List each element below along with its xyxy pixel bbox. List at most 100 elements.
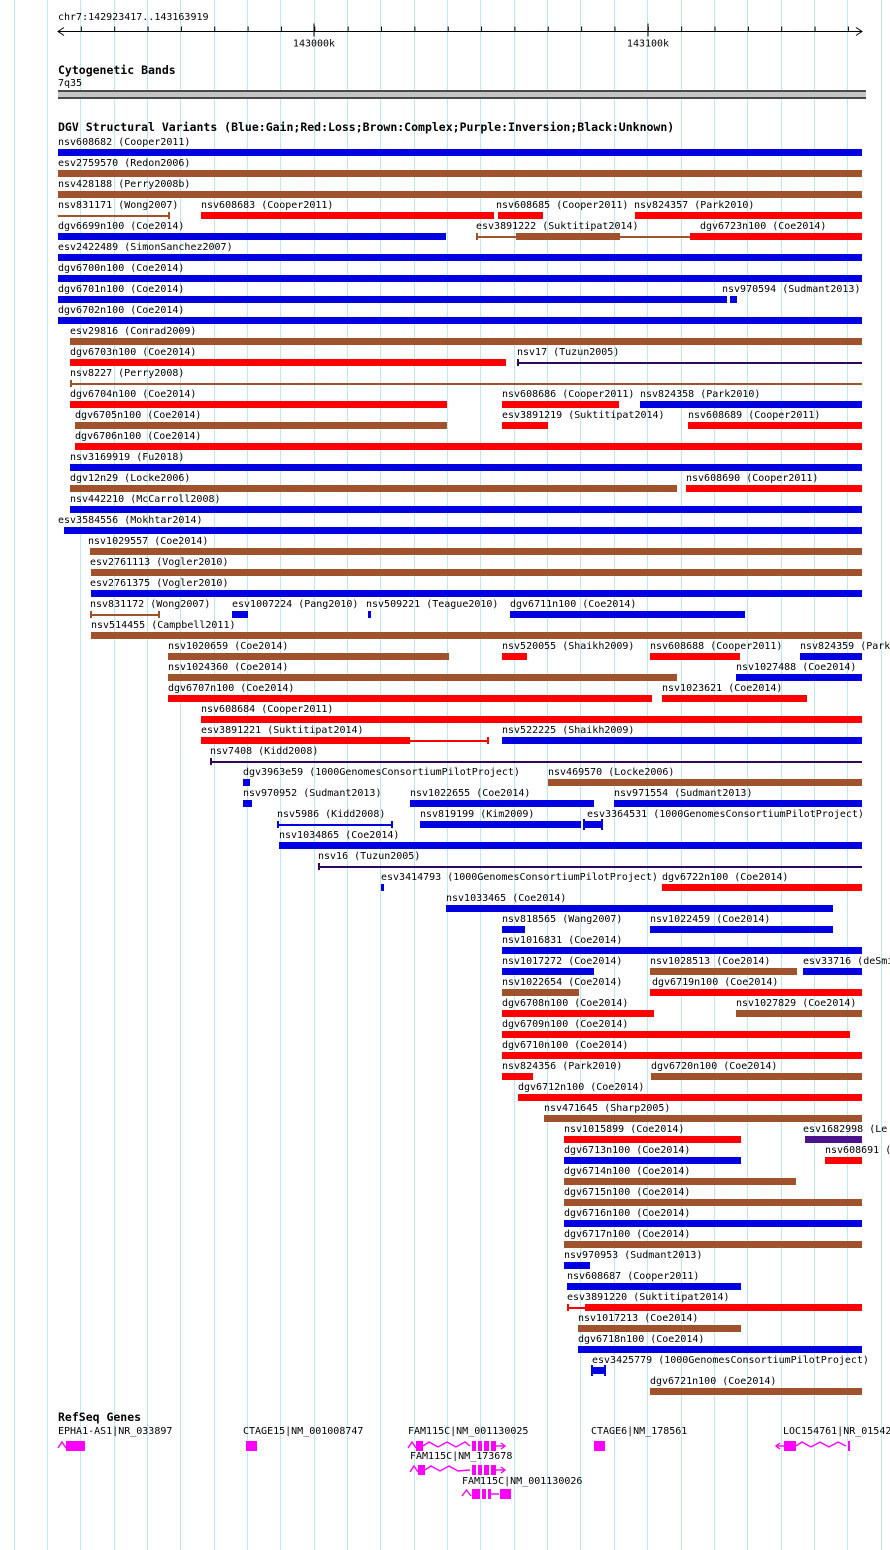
gene-label[interactable]: FAM115C|NM_001130025 xyxy=(408,1426,529,1437)
gene-label[interactable]: FAM115C|NM_173678 xyxy=(410,1451,513,1462)
variant-bar[interactable] xyxy=(640,401,862,408)
variant-bar[interactable] xyxy=(70,506,862,513)
variant-label[interactable]: dgv6708n100 (Coe2014) xyxy=(502,998,629,1009)
variant-label[interactable]: nsv608685 (Cooper2011) xyxy=(496,200,629,211)
variant-label[interactable]: esv3364531 (1000GenomesConsortiumPilotPr… xyxy=(587,809,864,820)
variant-cap[interactable] xyxy=(318,863,320,870)
variant-cap[interactable] xyxy=(583,819,585,830)
variant-bar[interactable] xyxy=(201,716,862,723)
variant-bar[interactable] xyxy=(510,611,745,618)
variant-label[interactable]: nsv1024360 (Coe2014) xyxy=(168,662,289,673)
variant-label[interactable]: nsv831172 (Wong2007) xyxy=(90,599,211,610)
variant-line[interactable] xyxy=(567,1307,585,1309)
variant-label[interactable]: nsv520055 (Shaikh2009) xyxy=(502,641,635,652)
variant-bar[interactable] xyxy=(410,800,594,807)
variant-bar[interactable] xyxy=(502,926,525,933)
variant-line[interactable] xyxy=(410,740,489,742)
variant-bar[interactable] xyxy=(91,569,862,576)
variant-bar[interactable] xyxy=(498,212,543,219)
variant-bar[interactable] xyxy=(805,1136,862,1143)
variant-bar[interactable] xyxy=(567,1283,741,1290)
variant-bar[interactable] xyxy=(548,779,862,786)
variant-bar[interactable] xyxy=(736,1010,862,1017)
variant-label[interactable]: nsv1020659 (Coe2014) xyxy=(168,641,289,652)
variant-bar[interactable] xyxy=(564,1220,862,1227)
variant-bar[interactable] xyxy=(650,926,833,933)
variant-label[interactable]: nsv608682 (Cooper2011) xyxy=(58,137,191,148)
variant-label[interactable]: nsv442210 (McCarroll2008) xyxy=(70,494,221,505)
variant-bar[interactable] xyxy=(544,1115,862,1122)
variant-label[interactable]: esv3584556 (Mokhtar2014) xyxy=(58,515,203,526)
variant-label[interactable]: nsv8227 (Perry2008) xyxy=(70,368,185,379)
variant-label[interactable]: nsv970953 (Sudmant2013) xyxy=(564,1250,703,1261)
variant-label[interactable]: nsv514455 (Campbell2011) xyxy=(91,620,236,631)
variant-label[interactable]: dgv6704n100 (Coe2014) xyxy=(70,389,197,400)
gene-glyph[interactable] xyxy=(57,1440,85,1451)
variant-label[interactable]: nsv970594 (Sudmant2013) xyxy=(722,284,861,295)
variant-label[interactable]: nsv1033465 (Coe2014) xyxy=(446,893,567,904)
variant-cap[interactable] xyxy=(517,359,519,366)
variant-label[interactable]: nsv824357 (Park2010) xyxy=(634,200,755,211)
gene-label[interactable]: EPHA1-AS1|NR_033897 xyxy=(58,1426,173,1437)
variant-label[interactable]: dgv6721n100 (Coe2014) xyxy=(650,1376,777,1387)
variant-bar[interactable] xyxy=(75,443,862,450)
variant-label[interactable]: esv3425779 (1000GenomesConsortiumPilotPr… xyxy=(592,1355,869,1366)
gene-label[interactable]: LOC154761|NR_01542 xyxy=(783,1426,890,1437)
variant-bar[interactable] xyxy=(420,821,581,828)
variant-bar[interactable] xyxy=(650,1388,862,1395)
variant-bar[interactable] xyxy=(64,527,862,534)
variant-label[interactable]: dgv6722n100 (Coe2014) xyxy=(662,872,789,883)
gene-glyph[interactable] xyxy=(461,1488,511,1499)
variant-bar[interactable] xyxy=(686,485,862,492)
variant-bar[interactable] xyxy=(650,968,797,975)
variant-label[interactable]: esv3891221 (Suktitipat2014) xyxy=(201,725,364,736)
variant-label[interactable]: dgv6706n100 (Coe2014) xyxy=(75,431,202,442)
variant-bar[interactable] xyxy=(168,695,652,702)
variant-label[interactable]: dgv12n29 (Locke2006) xyxy=(70,473,191,484)
variant-label[interactable]: dgv6710n100 (Coe2014) xyxy=(502,1040,629,1051)
variant-label[interactable]: nsv608689 (Cooper2011) xyxy=(688,410,821,421)
variant-line[interactable] xyxy=(318,866,862,868)
variant-bar[interactable] xyxy=(70,485,677,492)
variant-bar[interactable] xyxy=(502,989,579,996)
variant-label[interactable]: nsv7408 (Kidd2008) xyxy=(210,746,319,757)
variant-label[interactable]: nsv970952 (Sudmant2013) xyxy=(243,788,382,799)
cytoband-bar[interactable] xyxy=(58,90,866,99)
variant-label[interactable]: nsv1023621 (Coe2014) xyxy=(662,683,783,694)
variant-bar[interactable] xyxy=(651,1073,862,1080)
variant-bar[interactable] xyxy=(502,968,594,975)
variant-line[interactable] xyxy=(70,383,862,385)
variant-label[interactable]: nsv469570 (Locke2006) xyxy=(548,767,675,778)
variant-bar[interactable] xyxy=(564,1262,590,1269)
variant-bar[interactable] xyxy=(502,947,862,954)
variant-bar[interactable] xyxy=(502,1010,654,1017)
gene-label[interactable]: CTAGE15|NM_001008747 xyxy=(243,1426,364,1437)
variant-bar[interactable] xyxy=(70,359,506,366)
variant-bar[interactable] xyxy=(58,191,862,198)
variant-label[interactable]: esv1682998 (Le xyxy=(803,1124,888,1135)
variant-bar[interactable] xyxy=(243,800,252,807)
variant-label[interactable]: nsv1022459 (Coe2014) xyxy=(650,914,771,925)
variant-label[interactable]: nsv522225 (Shaikh2009) xyxy=(502,725,635,736)
variant-label[interactable]: dgv6701n100 (Coe2014) xyxy=(58,284,185,295)
variant-bar[interactable] xyxy=(58,233,446,240)
variant-bar[interactable] xyxy=(650,989,862,996)
variant-cap[interactable] xyxy=(277,821,279,828)
variant-label[interactable]: nsv824358 (Park2010) xyxy=(640,389,761,400)
variant-cap[interactable] xyxy=(487,737,489,744)
variant-label[interactable]: nsv1027488 (Coe2014) xyxy=(736,662,857,673)
variant-label[interactable]: nsv1022655 (Coe2014) xyxy=(410,788,531,799)
variant-label[interactable]: dgv6718n100 (Coe2014) xyxy=(578,1334,705,1345)
variant-bar[interactable] xyxy=(516,233,620,240)
gene-glyph[interactable] xyxy=(409,1464,507,1475)
variant-bar[interactable] xyxy=(201,737,410,744)
variant-line[interactable] xyxy=(277,824,393,826)
variant-bar[interactable] xyxy=(75,422,447,429)
variant-bar[interactable] xyxy=(502,401,619,408)
variant-cap[interactable] xyxy=(567,1304,569,1311)
variant-bar[interactable] xyxy=(168,653,449,660)
variant-label[interactable]: nsv1029557 (Coe2014) xyxy=(88,536,209,547)
variant-label[interactable]: esv3891220 (Suktitipat2014) xyxy=(567,1292,730,1303)
variant-label[interactable]: nsv1016831 (Coe2014) xyxy=(502,935,623,946)
variant-bar[interactable] xyxy=(58,275,862,282)
